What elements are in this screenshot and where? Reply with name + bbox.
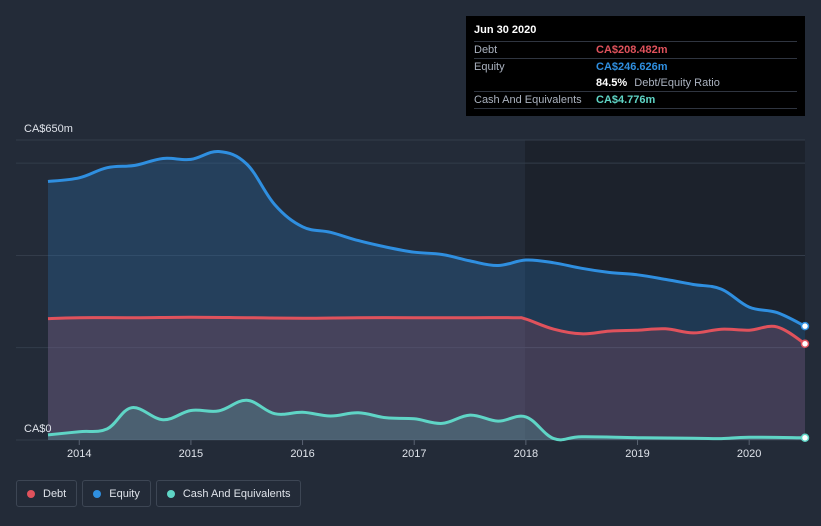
series-end-markers — [800, 321, 810, 443]
x-tick-label-2020: 2020 — [737, 448, 761, 460]
cash-and-equivalents-area — [48, 400, 805, 440]
tooltip-ratio-label: Debt/Equity Ratio — [634, 77, 720, 89]
tooltip-ratio-row: 84.5% Debt/Equity Ratio — [474, 75, 797, 91]
legend-cash-label: Cash And Equivalents — [182, 487, 291, 500]
legend-equity-label: Equity — [109, 487, 140, 500]
legend-debt-label: Debt — [43, 487, 67, 500]
tooltip-date: Jun 30 2020 — [474, 24, 537, 36]
debt-line — [47, 315, 806, 346]
x-tick-label-2014: 2014 — [67, 448, 91, 460]
x-tick-label-2018: 2018 — [514, 448, 538, 460]
legend-cash-dot-icon — [166, 489, 175, 498]
tooltip-ratio-value: 84.5% — [596, 77, 628, 89]
equity-area — [48, 151, 805, 440]
debt-end-marker — [800, 339, 810, 349]
x-tick-label-2019: 2019 — [625, 448, 649, 460]
tooltip-cash-value: CA$4.776m — [596, 94, 656, 106]
legend: Debt Equity Cash And Equivalents — [16, 480, 306, 507]
y-axis-top-label: CA$650m — [24, 123, 73, 135]
legend-item-debt[interactable]: Debt — [16, 480, 78, 507]
tooltip-cash-label: Cash And Equivalents — [474, 94, 582, 106]
tooltip-equity-label: Equity — [474, 61, 505, 73]
legend-item-equity[interactable]: Equity — [82, 480, 151, 507]
x-tick-label-2015: 2015 — [179, 448, 203, 460]
tooltip-debt-row: Debt CA$208.482m — [474, 41, 797, 58]
tooltip: Jun 30 2020 Debt CA$208.482m Equity CA$2… — [466, 16, 805, 116]
plot-forecast-shade — [525, 140, 805, 440]
tooltip-equity-value: CA$246.626m — [596, 61, 668, 73]
y-axis-bottom-label: CA$0 — [24, 423, 52, 435]
legend-debt-dot-icon — [27, 489, 35, 498]
cash-and-equivalents-end-marker — [800, 433, 810, 443]
legend-equity-dot-icon — [93, 489, 102, 498]
legend-item-cash[interactable]: Cash And Equivalents — [155, 480, 302, 507]
debt-area — [48, 317, 805, 440]
x-axis-ticks: 2014 2015 2016 2017 2018 2019 2020 — [67, 440, 761, 460]
cash-and-equivalents-line — [47, 398, 806, 442]
series-lines — [47, 149, 806, 442]
x-tick-label-2017: 2017 — [402, 448, 426, 460]
equity-end-marker — [800, 321, 810, 331]
equity-line — [47, 149, 806, 328]
tooltip-equity-row: Equity CA$246.626m — [474, 58, 797, 75]
tooltip-debt-value: CA$208.482m — [596, 44, 668, 56]
tooltip-debt-label: Debt — [474, 44, 498, 56]
tooltip-cash-row: Cash And Equivalents CA$4.776m — [474, 91, 797, 109]
series-areas — [48, 151, 805, 440]
x-tick-label-2016: 2016 — [290, 448, 314, 460]
